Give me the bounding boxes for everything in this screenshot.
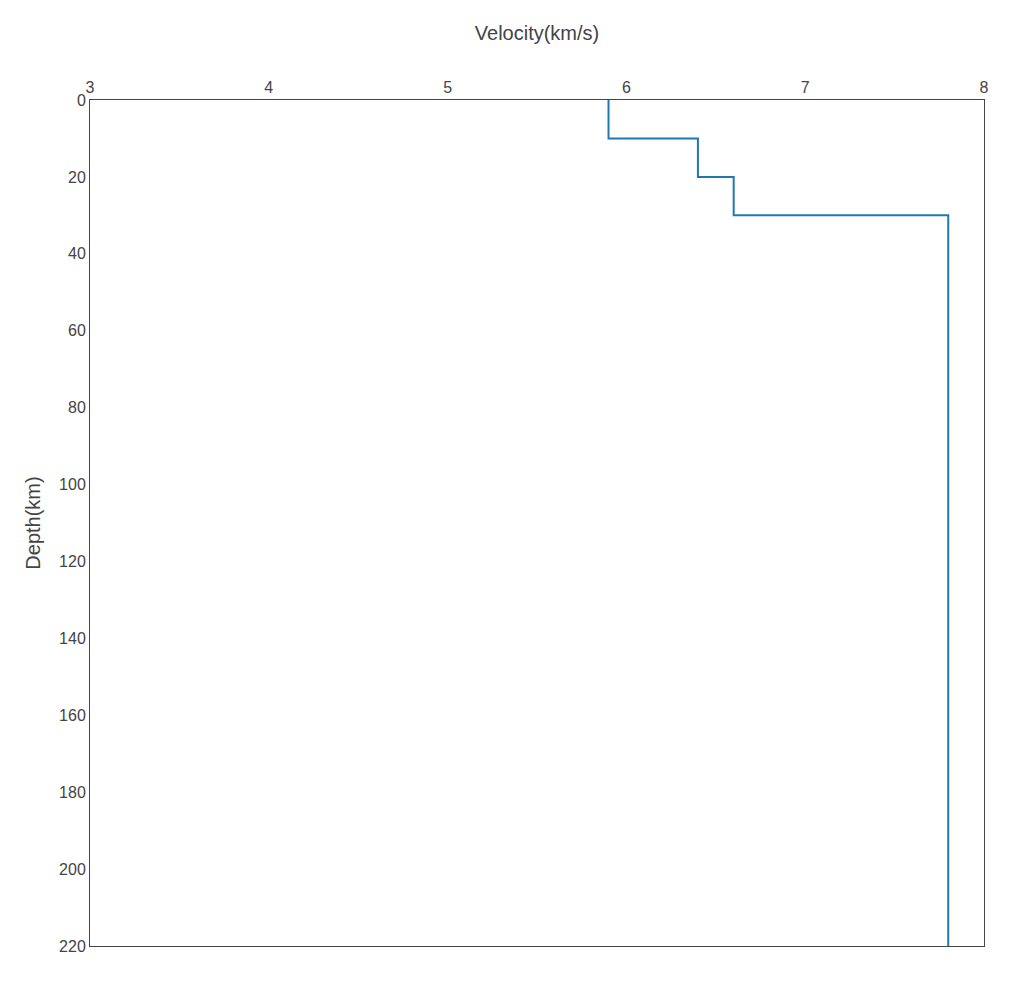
svg-text:180: 180 — [59, 784, 86, 801]
svg-text:160: 160 — [59, 707, 86, 724]
svg-text:40: 40 — [68, 245, 86, 262]
svg-text:4: 4 — [264, 79, 273, 96]
svg-text:80: 80 — [68, 399, 86, 416]
svg-text:120: 120 — [59, 553, 86, 570]
svg-text:3: 3 — [86, 79, 95, 96]
svg-text:20: 20 — [68, 169, 86, 186]
svg-text:Depth(km): Depth(km) — [22, 476, 44, 569]
svg-text:60: 60 — [68, 322, 86, 339]
svg-text:100: 100 — [59, 476, 86, 493]
svg-text:140: 140 — [59, 630, 86, 647]
svg-text:7: 7 — [801, 79, 810, 96]
svg-text:8: 8 — [980, 79, 989, 96]
svg-text:Velocity(km/s): Velocity(km/s) — [475, 22, 599, 44]
svg-text:0: 0 — [77, 92, 86, 109]
svg-text:5: 5 — [443, 79, 452, 96]
svg-text:200: 200 — [59, 861, 86, 878]
svg-text:6: 6 — [622, 79, 631, 96]
svg-text:220: 220 — [59, 938, 86, 955]
